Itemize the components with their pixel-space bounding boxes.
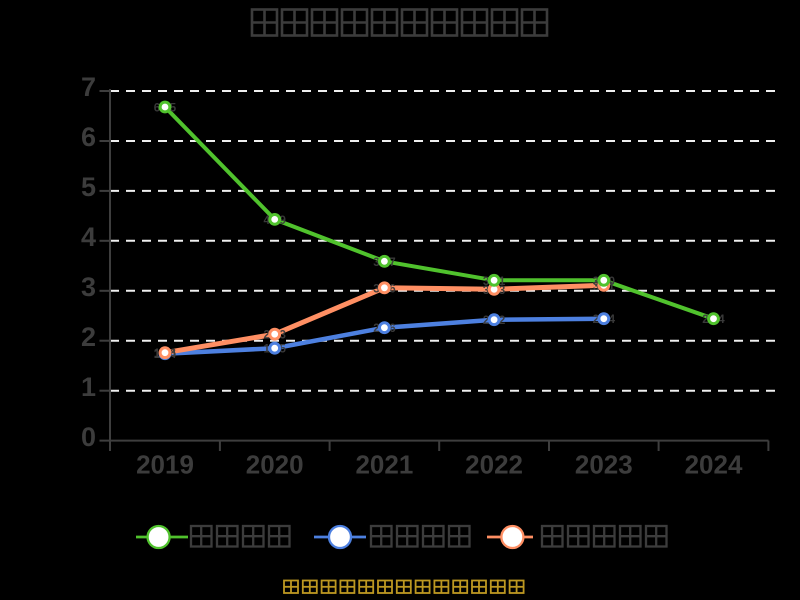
svg-text:3: 3 (81, 272, 96, 302)
svg-text:0: 0 (81, 422, 96, 452)
svg-text:2020: 2020 (246, 450, 304, 480)
svg-text:2022: 2022 (465, 450, 523, 480)
svg-text:4: 4 (81, 222, 96, 252)
svg-text:2019: 2019 (136, 450, 194, 480)
svg-text:1: 1 (81, 372, 96, 402)
svg-text:2023: 2023 (575, 450, 633, 480)
svg-text:2024: 2024 (685, 450, 743, 480)
svg-text:6: 6 (81, 122, 96, 152)
svg-text:2021: 2021 (355, 450, 413, 480)
svg-text:5: 5 (81, 172, 96, 202)
svg-text:7: 7 (81, 72, 96, 102)
svg-text:2: 2 (81, 322, 96, 352)
